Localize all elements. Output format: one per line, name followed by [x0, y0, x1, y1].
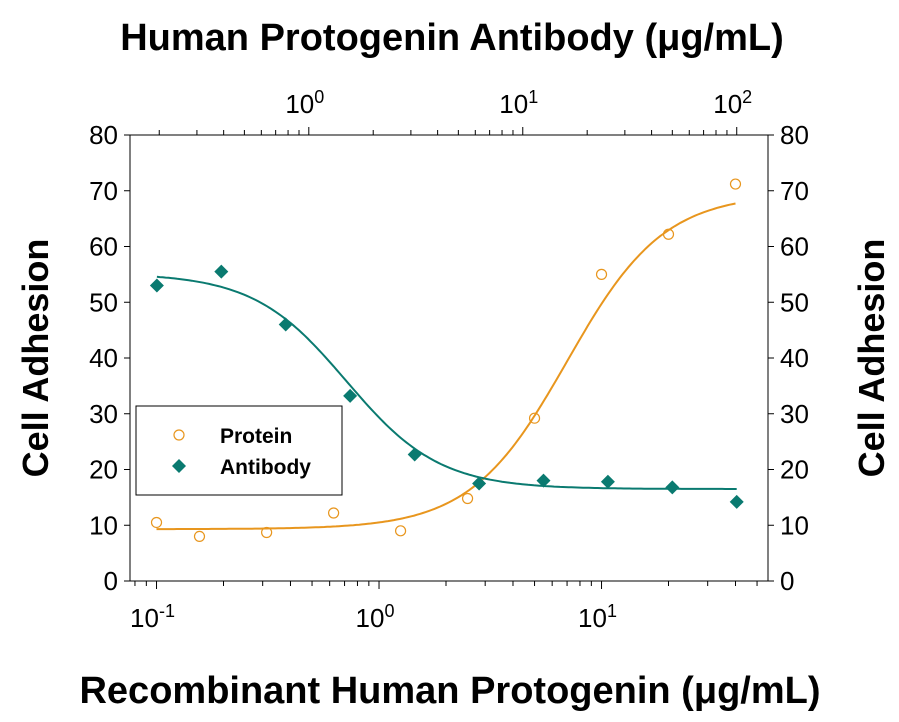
antibody-data-point — [665, 480, 680, 495]
x-axis-label: Recombinant Human Protogenin (μg/mL) — [79, 670, 820, 712]
y-tick-label-left: 40 — [89, 343, 118, 373]
protein-data-point — [461, 492, 474, 505]
y-tick-label-right: 30 — [780, 399, 809, 429]
y-tick-label-left: 30 — [89, 399, 118, 429]
tick-exponent: -1 — [159, 601, 175, 621]
y-tick-label-right: 40 — [780, 343, 809, 373]
y-tick-label-right: 0 — [780, 566, 794, 596]
x-top-tick-label: 101 — [499, 87, 538, 119]
tick-exponent: 2 — [742, 87, 752, 107]
protein-data-point — [150, 516, 163, 529]
legend-antibody-marker — [172, 459, 186, 473]
plot-area — [129, 134, 769, 582]
y-tick-label-right: 50 — [780, 287, 809, 317]
x-bottom-tick-label: 100 — [356, 601, 395, 633]
x-top-tick-label: 102 — [713, 87, 752, 119]
protein-data-point — [394, 525, 407, 537]
protein-fit-curve — [156, 202, 736, 531]
tick-base: 10 — [578, 603, 607, 633]
antibody-data-point — [407, 447, 422, 462]
legend-antibody-label: Antibody — [220, 456, 311, 479]
tick-exponent: 0 — [384, 601, 394, 621]
protein-data-point — [261, 526, 273, 539]
legend-box — [135, 405, 343, 496]
tick-exponent: 0 — [314, 87, 324, 107]
tick-base: 10 — [499, 89, 528, 119]
tick-base: 10 — [285, 89, 314, 119]
y-tick-label-right: 60 — [780, 232, 809, 262]
x-bottom-tick-label: 10-1 — [130, 601, 175, 633]
chart-title: Human Protogenin Antibody (μg/mL) — [120, 17, 784, 59]
protein-data-point — [328, 507, 340, 519]
tick-base: 10 — [130, 603, 159, 633]
tick-exponent: 1 — [528, 87, 538, 107]
protein-data-point — [662, 228, 675, 240]
y-tick-label-right: 10 — [780, 510, 809, 540]
y-tick-label-left: 50 — [89, 287, 118, 317]
antibody-data-point — [536, 473, 551, 488]
tick-base: 10 — [713, 89, 742, 119]
y-tick-label-right: 80 — [780, 120, 809, 150]
y-axis-label-left: Cell Adhesion — [15, 239, 56, 478]
tick-exponent: 1 — [607, 601, 617, 621]
x-bottom-tick-label: 101 — [578, 601, 617, 633]
antibody-fit-curve — [156, 275, 737, 490]
protein-data-point — [729, 178, 742, 190]
y-tick-label-left: 0 — [104, 566, 118, 596]
protein-data-point — [528, 412, 541, 424]
y-tick-label-left: 20 — [89, 455, 118, 485]
y-tick-label-left: 60 — [89, 232, 118, 262]
y-tick-label-left: 10 — [89, 510, 118, 540]
antibody-data-point — [600, 474, 615, 489]
y-tick-label-left: 70 — [89, 176, 118, 206]
protein-data-point — [595, 268, 608, 280]
antibody-data-point — [729, 494, 744, 509]
y-tick-label-right: 70 — [780, 176, 809, 206]
antibody-data-point — [149, 278, 164, 293]
tick-base: 10 — [356, 603, 385, 633]
antibody-data-point — [472, 476, 487, 491]
legend-protein-label: Protein — [220, 425, 292, 448]
legend-protein-marker — [173, 429, 185, 441]
y-tick-label-left: 80 — [89, 120, 118, 150]
antibody-data-point — [214, 264, 229, 279]
x-top-tick-label: 100 — [285, 87, 324, 119]
antibody-data-point — [343, 388, 358, 403]
protein-data-point — [193, 530, 206, 543]
y-tick-label-right: 20 — [780, 455, 809, 485]
legend: Protein Antibody — [135, 405, 343, 496]
y-axis-label-right: Cell Adhesion — [851, 239, 892, 478]
antibody-data-point — [278, 317, 293, 332]
